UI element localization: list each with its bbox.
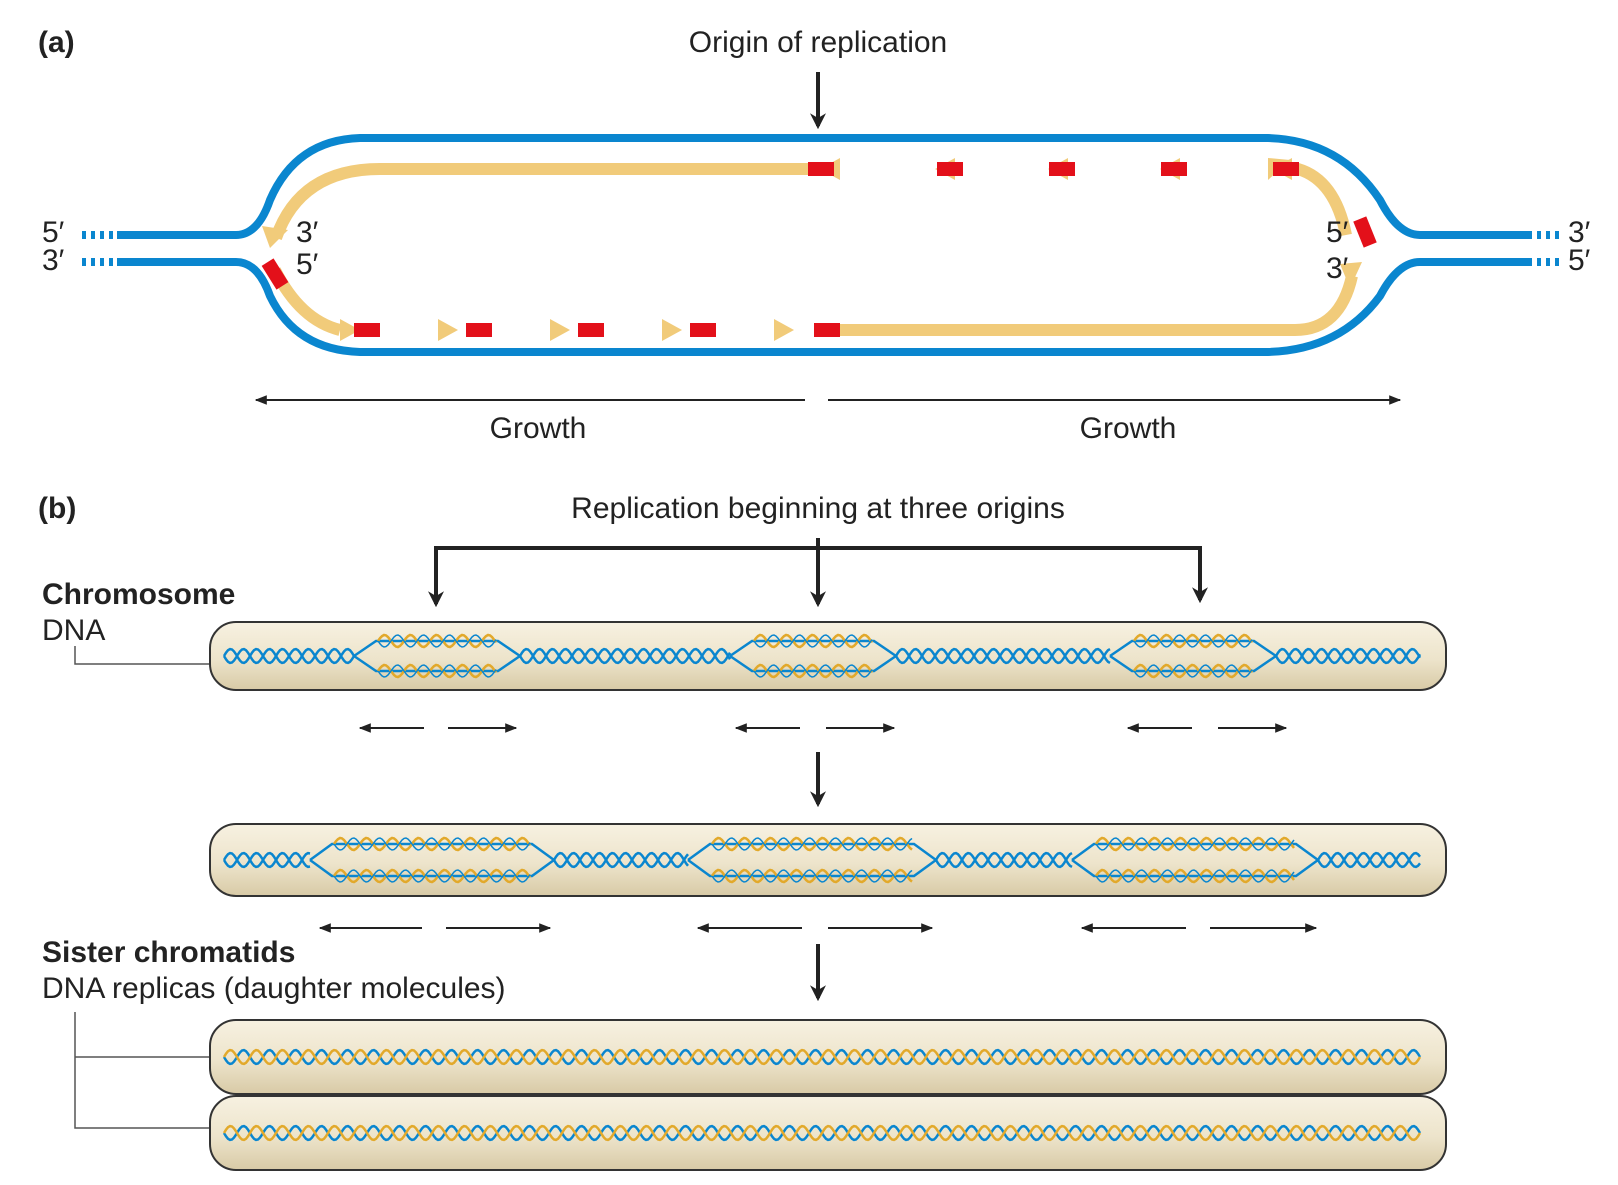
growth-label-left: Growth <box>490 412 587 445</box>
chromosome-label: Chromosome <box>42 578 235 611</box>
dna-label: DNA <box>42 614 105 647</box>
primer <box>690 323 716 337</box>
dna-helix-stage-2 <box>222 836 1421 884</box>
chromosome-stage-2 <box>209 823 1447 897</box>
parental-strands <box>117 134 1528 356</box>
origin-bracket <box>428 538 1208 608</box>
rna-primers <box>261 162 1377 337</box>
primer <box>937 162 963 176</box>
sister-chromatids-label: Sister chromatids <box>42 936 295 969</box>
primer <box>1273 162 1299 176</box>
parental-strand-bottom <box>117 258 1528 356</box>
primer <box>814 323 840 337</box>
chromosome-stage-1 <box>209 621 1447 691</box>
fork-right-top: 5′ <box>1326 216 1349 249</box>
three-origins-title: Replication beginning at three origins <box>571 492 1065 525</box>
fork-left-bottom: 5′ <box>296 248 319 281</box>
okazaki-fragment-arrows <box>262 158 1362 341</box>
end-right-top: 3′ <box>1568 216 1591 249</box>
dna-helix-sister-chromatids <box>222 1048 1422 1142</box>
fork-left-top: 3′ <box>296 216 319 249</box>
fork-right-bottom: 3′ <box>1326 252 1349 285</box>
primer <box>578 323 604 337</box>
parental-strand-top <box>117 134 1528 239</box>
primer <box>1049 162 1075 176</box>
primer <box>354 323 380 337</box>
dashed-strand-ends <box>82 231 1562 266</box>
primer <box>808 162 834 176</box>
replicas-leader-line <box>74 1012 220 1129</box>
panel-b-label: (b) <box>38 492 76 525</box>
leading-strand-top <box>270 163 818 241</box>
primer <box>1353 216 1377 248</box>
end-right-bottom: 5′ <box>1568 244 1591 277</box>
primer <box>466 323 492 337</box>
origin-label: Origin of replication <box>689 26 947 59</box>
sister-chromatid-1 <box>209 1019 1447 1095</box>
dna-replicas-label: DNA replicas (daughter molecules) <box>42 972 506 1005</box>
primer <box>1161 162 1187 176</box>
leading-strand-bottom <box>818 274 1358 336</box>
end-left-top: 5′ <box>42 216 65 249</box>
dna-leader-line <box>74 646 220 665</box>
dna-helix-stage-1 <box>222 633 1422 679</box>
panel-a-label: (a) <box>38 26 75 59</box>
end-left-bottom: 3′ <box>42 244 65 277</box>
new-strands <box>269 163 1358 336</box>
sister-chromatid-2 <box>209 1095 1447 1171</box>
primer <box>261 258 289 290</box>
growth-label-right: Growth <box>1080 412 1177 445</box>
